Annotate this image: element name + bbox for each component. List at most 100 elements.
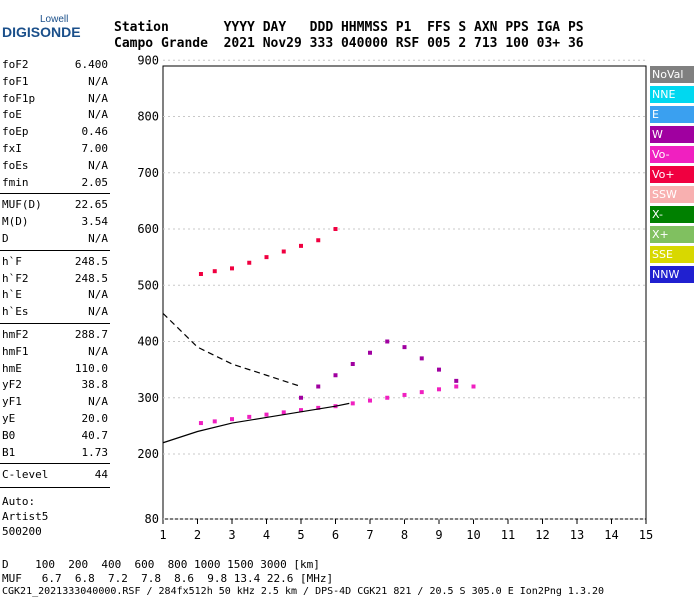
param-label: h`Es [2, 305, 29, 319]
x-tick-label: 4 [263, 528, 270, 542]
param-he: h`E N/A [2, 288, 108, 303]
param-label: hmE [2, 361, 22, 375]
param-mufd: MUF(D) 22.65 [2, 198, 108, 213]
y-tick-label: 80 [145, 512, 159, 526]
y-tick-label: 900 [137, 53, 159, 67]
param-label: hmF2 [2, 328, 29, 341]
data-point [281, 410, 286, 415]
param-fof1p: foF1p N/A [2, 92, 108, 107]
legend-item-vo: Vo+ [650, 166, 694, 183]
param-value: 20.0 [81, 412, 109, 425]
header-values: Campo Grande 2021 Nov29 333 040000 RSF 0… [114, 36, 584, 51]
param-foe: foE N/A [2, 108, 108, 123]
param-ye: yE 20.0 [2, 412, 108, 427]
data-point [264, 412, 269, 417]
param-label: fmin [2, 175, 29, 189]
param-hmf2: hmF2 288.7 [2, 328, 108, 343]
data-point [198, 421, 203, 426]
auto-l1: Auto: [2, 495, 36, 509]
param-label: MUF(D) [2, 198, 42, 212]
data-point [350, 362, 355, 366]
data-point [402, 392, 407, 397]
data-point [437, 367, 441, 372]
y-tick-label: 600 [137, 222, 159, 236]
param-value: 0.46 [81, 125, 109, 139]
file-info-row: CGK21_2021333040000.RSF / 284fx512h 50 k… [2, 586, 605, 597]
param-label: foE [2, 108, 22, 122]
legend-item-nne: NNE [650, 86, 694, 103]
distance-row: D 100 200 400 600 800 1000 1500 3000 [km… [2, 558, 320, 571]
legend-item-e: E [650, 106, 694, 123]
param-foes: foEs N/A [2, 159, 108, 174]
param-hme: hmE 110.0 [2, 362, 108, 377]
y-tick-label: 800 [137, 110, 159, 124]
param-value: 288.7 [74, 328, 108, 341]
param-value: N/A [88, 344, 108, 358]
muf-row: MUF 6.7 6.8 7.2 7.8 8.6 9.8 13.4 22.6 [M… [2, 572, 334, 585]
data-point [402, 345, 407, 350]
param-hf: h`F 248.5 [2, 255, 108, 270]
param-value: 110.0 [74, 361, 108, 375]
param-md: M(D) 3.54 [2, 215, 108, 230]
header-labels: Station YYYY DAY DDD HHMMSS P1 FFS S AXN… [114, 20, 584, 35]
param-value: N/A [88, 91, 108, 105]
data-point [299, 408, 303, 413]
param-divider [0, 193, 110, 195]
param-value: 6.400 [74, 58, 108, 71]
param-divider [0, 463, 110, 465]
data-point [212, 269, 217, 274]
param-value: 7.00 [81, 142, 109, 155]
legend-item-x: X+ [650, 226, 694, 243]
param-value: 248.5 [74, 271, 108, 285]
param-label: yF2 [2, 378, 22, 392]
legend-item-sse: SSE [650, 246, 694, 263]
param-label: h`E [2, 288, 22, 302]
param-fof2: foF2 6.400 [2, 58, 108, 73]
x-tick-label: 2 [194, 528, 201, 542]
param-label: fxI [2, 142, 22, 155]
data-point [198, 272, 203, 276]
dashed-line [162, 312, 302, 388]
data-point [316, 405, 321, 410]
plot-frame [162, 65, 647, 520]
x-tick-label: 10 [466, 528, 480, 542]
x-tick-label: 5 [297, 528, 304, 542]
data-point [316, 238, 321, 243]
param-label: h`F [2, 254, 22, 268]
param-clevel: C-level 44 [2, 468, 108, 483]
x-tick-label: 15 [639, 528, 653, 542]
data-point [333, 227, 338, 231]
param-value: 44 [94, 468, 108, 482]
y-tick-label: 500 [137, 278, 159, 292]
param-divider [0, 487, 110, 489]
param-value: 3.54 [81, 215, 109, 229]
data-point [350, 401, 355, 406]
param-value: N/A [88, 288, 108, 302]
param-value: 38.8 [81, 378, 109, 392]
data-point [316, 384, 321, 389]
param-label: B0 [2, 428, 16, 442]
data-point [419, 390, 424, 395]
data-point [212, 419, 217, 424]
auto-l2: Artist5 [2, 510, 49, 524]
logo-digisonde-text: DIGISONDE [2, 24, 81, 40]
param-label: foF1p [2, 91, 36, 105]
param-label: foEp [2, 125, 29, 139]
legend-item-noval: NoVal [650, 66, 694, 83]
legend-item-vo: Vo- [650, 146, 694, 163]
param-b1: B1 1.73 [2, 446, 108, 461]
param-label: D [2, 232, 9, 245]
profile-line [162, 402, 350, 444]
x-tick-label: 9 [435, 528, 442, 542]
y-tick-label: 200 [137, 447, 159, 461]
y-tick-label: 400 [137, 335, 159, 349]
data-point [333, 373, 338, 378]
legend-item-w: W [650, 126, 694, 143]
logo-lowell-text: Lowell [40, 14, 69, 25]
param-value: N/A [88, 158, 108, 172]
param-value: N/A [88, 395, 108, 409]
param-divider [0, 323, 110, 324]
data-point [230, 417, 234, 422]
data-point [454, 384, 459, 389]
